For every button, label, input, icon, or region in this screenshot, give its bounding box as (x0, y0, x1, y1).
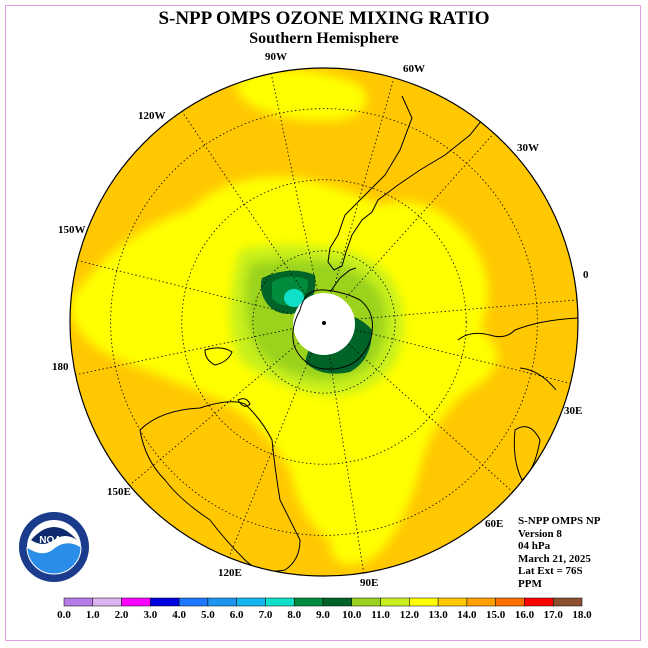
colorbar-swatch-4 (178, 597, 209, 607)
longitude-labels: 0 30E 60E 90E 120E 150E 180 150W 120W 90W 60W 30W (52, 51, 589, 589)
longitude-label-6: 180 (52, 361, 69, 373)
colorbar-swatch-0 (63, 597, 94, 607)
meridian-7 (77, 260, 293, 315)
colorbar-tick-1: 1.0 (86, 609, 100, 621)
colorbar-tick-9: 9.0 (316, 609, 330, 621)
colorbar-swatch-6 (236, 597, 266, 607)
info-level: 04 hPa (518, 540, 551, 552)
colorbar-tick-17: 17.0 (544, 609, 564, 621)
colorbar-tick-12: 12.0 (400, 609, 420, 621)
meridian-1 (355, 329, 571, 384)
colorbar-swatch-1 (92, 597, 122, 607)
colorbar-swatch-7 (265, 597, 295, 607)
meridian-3 (328, 354, 365, 573)
colorbar-tick-10: 10.0 (342, 609, 362, 621)
colorbar-tick-16: 16.0 (515, 609, 535, 621)
colorbar-swatch-10 (351, 597, 381, 607)
plot-frame (5, 5, 641, 641)
colorbar-swatch-8 (293, 597, 324, 607)
colorbar-tick-3: 3.0 (143, 609, 157, 621)
coast-tasmania (237, 398, 251, 407)
longitude-label-7: 150W (58, 224, 86, 236)
field-yellow-patch (236, 69, 367, 121)
colorbar: 0.0 1.0 2.0 3.0 4.0 5.0 6.0 7.0 8.0 9.0 10.0 11.0 12… (57, 597, 592, 621)
info-lat-ext: Lat Ext = 76S (518, 565, 583, 577)
meridian-6 (75, 328, 292, 376)
longitude-label-9: 90W (265, 51, 287, 63)
colorbar-swatch-2 (121, 597, 151, 607)
coast-australia (139, 401, 301, 572)
map-title: S-NPP OMPS OZONE MIXING RATIO (158, 8, 490, 29)
south-pole-marker (322, 321, 326, 325)
colorbar-swatch-13 (437, 597, 468, 607)
colorbar-tick-6: 6.0 (230, 609, 244, 621)
coastlines (139, 94, 578, 572)
meridian-11 (345, 132, 495, 298)
colorbar-tick-2: 2.0 (115, 609, 129, 621)
coast-africa-south (519, 367, 557, 391)
latitude-circle-2 (110, 108, 538, 536)
longitude-label-1: 30E (564, 405, 582, 417)
field-cyan-core (284, 289, 304, 307)
colorbar-swatch-14 (466, 597, 496, 607)
info-units: PPM (518, 577, 542, 590)
coast-antarctic-peninsula (329, 267, 357, 293)
colorbar-swatch-11 (380, 597, 410, 607)
colorbar-tick-13: 13.0 (428, 609, 448, 621)
colorbar-tick-0: 0.0 (57, 609, 71, 621)
colorbar-swatch-17 (552, 597, 583, 607)
colorbar-swatch-16 (524, 597, 554, 607)
info-date: March 21, 2025 (518, 552, 591, 565)
longitude-label-11: 30W (517, 142, 539, 154)
colorbar-swatch-15 (495, 597, 525, 607)
meridian-0 (356, 299, 578, 320)
colorbar-swatch-5 (207, 597, 237, 607)
noaa-logo-icon: NOAA (19, 512, 89, 582)
noaa-logo-text: NOAA (39, 535, 68, 546)
colorbar-swatch-12 (409, 597, 439, 607)
map-boundary (69, 67, 579, 577)
meridian-5 (129, 342, 299, 486)
meridian-10 (332, 77, 395, 291)
info-version: Version 8 (518, 527, 562, 540)
meridian-2 (348, 343, 514, 493)
longitude-label-0: 0 (583, 269, 589, 281)
meridian-8 (181, 111, 306, 295)
longitude-label-10: 60W (403, 63, 425, 75)
colorbar-swatch-3 (150, 597, 180, 607)
colorbar-tick-5: 5.0 (201, 609, 215, 621)
longitude-label-3: 90E (360, 577, 378, 589)
longitude-label-2: 60E (485, 518, 503, 530)
info-instrument: S-NPP OMPS NP (518, 515, 601, 527)
longitude-label-5: 150E (107, 486, 131, 498)
latitude-circle-0 (252, 250, 396, 394)
longitude-label-8: 120W (138, 110, 166, 122)
meridian-9 (270, 73, 318, 290)
info-block: S-NPP OMPS NP Version 8 04 hPa March 21,… (518, 515, 601, 590)
coast-new-zealand (204, 347, 233, 366)
colorbar-tick-4: 4.0 (172, 609, 186, 621)
colorbar-tick-15: 15.0 (486, 609, 506, 621)
coast-south-america (327, 94, 501, 271)
colorbar-tick-7: 7.0 (259, 609, 273, 621)
ozone-field (70, 68, 578, 576)
graticule (75, 73, 578, 573)
coast-antarctica (292, 289, 373, 370)
meridian-4 (228, 352, 313, 558)
coast-madagascar (513, 426, 541, 481)
longitude-label-4: 120E (218, 567, 242, 579)
latitude-circle-1 (181, 179, 467, 465)
colorbar-swatch-9 (322, 597, 353, 607)
colorbar-tick-18: 18.0 (572, 609, 592, 621)
coast-africa (457, 317, 578, 341)
colorbar-tick-8: 8.0 (287, 609, 301, 621)
colorbar-tick-14: 14.0 (457, 609, 477, 621)
colorbar-tick-11: 11.0 (371, 609, 390, 621)
map-subtitle: Southern Hemisphere (249, 30, 399, 47)
